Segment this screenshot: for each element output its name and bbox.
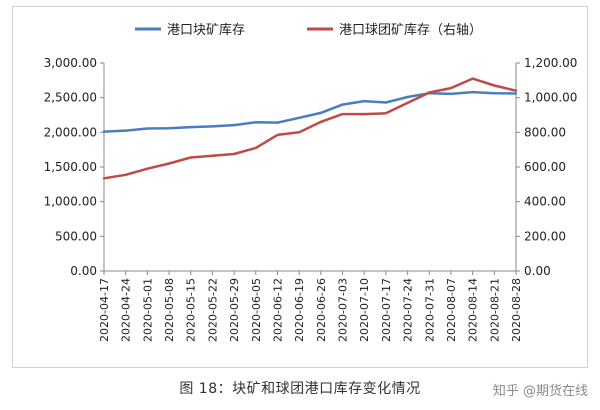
x-tick-label: 2020-05-01 (141, 278, 154, 342)
y-right-tick-label: 200.00 (524, 229, 566, 243)
line-chart: 3,000.00 2,500.00 2,000.00 1,500.00 1,000.00… (44, 22, 578, 342)
data-point-series-1 (167, 126, 171, 130)
y-right-tick-label: 0.00 (524, 264, 551, 278)
data-point-series-1 (102, 130, 106, 133)
data-point-series-1 (124, 129, 127, 132)
legend-label-2: 港口球团矿库存（右轴） (339, 22, 482, 38)
data-point-series-1 (341, 103, 344, 106)
data-point-series-2 (254, 146, 257, 150)
data-point-series-1 (514, 92, 518, 95)
data-point-series-2 (384, 112, 388, 115)
data-point-series-2 (363, 112, 366, 116)
y-left-tick-label: 1,500.00 (44, 160, 97, 174)
y-right-tick-label: 400.00 (524, 195, 566, 209)
x-tick-label: 2020-06-26 (315, 278, 328, 342)
x-tick-label: 2020-06-19 (293, 278, 306, 342)
data-point-series-2 (341, 112, 344, 116)
data-point-series-1 (232, 123, 236, 127)
data-point-series-2 (124, 173, 127, 176)
x-tick-label: 2020-07-17 (380, 278, 393, 342)
data-point-series-2 (297, 131, 301, 134)
x-tick-label: 2020-04-17 (98, 278, 111, 342)
chart-frame: 3,000.00 2,500.00 2,000.00 1,500.00 1,000.00… (12, 6, 588, 368)
y-right-tick-label: 1,000.00 (524, 91, 577, 105)
data-point-series-1 (211, 125, 214, 128)
data-point-series-2 (319, 120, 323, 124)
data-point-series-2 (449, 86, 453, 90)
y-left-tick-label: 2,000.00 (44, 125, 97, 139)
x-tick-label: 2020-08-21 (488, 278, 501, 342)
x-tick-label: 2020-06-12 (271, 278, 284, 342)
data-point-series-1 (297, 116, 301, 119)
y-left-tick-label: 500.00 (55, 229, 97, 243)
data-point-series-1 (189, 125, 192, 129)
data-point-series-1 (363, 99, 366, 103)
data-point-series-2 (189, 156, 192, 159)
y-left-tick-label: 1,000.00 (44, 195, 97, 209)
figure-caption: 图 18：块矿和球团港口库存变化情况 (179, 381, 421, 397)
series-line-2 (103, 77, 517, 180)
data-point-series-2 (493, 84, 496, 87)
y-right-tick-label: 1,200.00 (524, 56, 577, 70)
y-left-tick-label: 0.00 (70, 264, 97, 278)
legend-label-1: 港口块矿库存 (167, 22, 245, 38)
y-left-tick-label: 3,000.00 (44, 56, 97, 70)
x-tick-label: 2020-06-05 (250, 278, 263, 342)
x-tick-label: 2020-08-28 (510, 278, 523, 342)
data-point-series-2 (276, 133, 279, 137)
x-tick-label: 2020-07-03 (337, 278, 350, 342)
data-point-series-2 (514, 89, 518, 92)
y-left-tick-label: 2,500.00 (44, 91, 97, 105)
y-right-tick-label: 600.00 (524, 160, 566, 174)
data-point-series-1 (493, 91, 496, 95)
data-point-series-1 (471, 90, 474, 94)
x-tick-label: 2020-08-07 (445, 278, 458, 342)
data-point-series-2 (471, 77, 474, 80)
x-tick-label: 2020-05-15 (185, 278, 198, 342)
data-point-series-2 (232, 152, 236, 156)
data-point-series-1 (406, 95, 409, 99)
data-point-series-2 (211, 154, 214, 157)
data-point-series-1 (254, 121, 257, 124)
watermark: 知乎 @期货在线 (492, 384, 588, 399)
data-point-series-2 (167, 162, 171, 165)
y-right-tick-label: 800.00 (524, 125, 566, 139)
data-point-series-2 (102, 177, 106, 180)
data-point-series-1 (146, 127, 149, 130)
x-tick-label: 2020-07-24 (402, 278, 415, 342)
x-tick-label: 2020-07-31 (423, 278, 436, 342)
x-tick-label: 2020-05-08 (163, 278, 176, 342)
x-tick-label: 2020-05-22 (206, 278, 219, 342)
data-point-series-1 (276, 121, 279, 124)
data-point-series-1 (384, 101, 388, 104)
x-tick-label: 2020-05-29 (228, 278, 241, 342)
x-tick-label: 2020-07-10 (358, 278, 371, 342)
data-point-series-2 (146, 167, 149, 170)
data-point-series-1 (449, 92, 453, 96)
data-point-series-2 (406, 101, 409, 105)
data-point-series-1 (319, 111, 323, 115)
data-point-series-2 (428, 91, 431, 94)
x-tick-label: 2020-08-14 (467, 278, 480, 342)
x-tick-label: 2020-04-24 (120, 278, 133, 342)
series-line-1 (103, 90, 517, 133)
